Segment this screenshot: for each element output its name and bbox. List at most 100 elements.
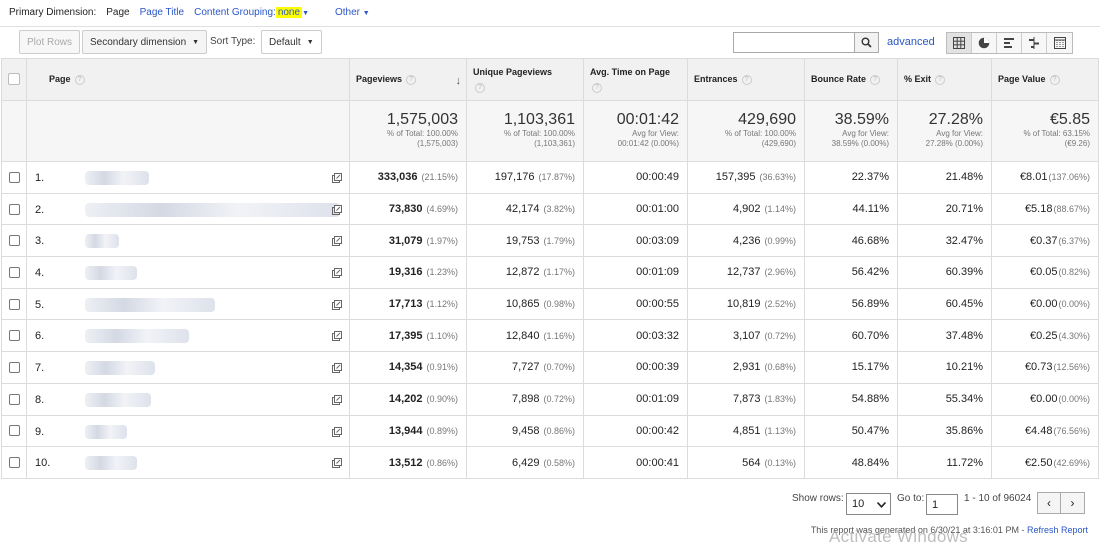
column-label: Page Value xyxy=(998,74,1046,85)
unique-pageviews-cell: 7,898 (0.72%) xyxy=(466,382,584,416)
unique-pageviews-value: 10,865 xyxy=(505,298,540,311)
column-header-avg-time[interactable]: Avg. Time on Page? xyxy=(583,58,688,101)
row-checkbox[interactable] xyxy=(8,171,20,183)
chevron-left-icon: ‹ xyxy=(1047,496,1051,510)
exit-value: 35.86% xyxy=(945,424,983,437)
search-button[interactable] xyxy=(855,32,879,53)
open-in-new-icon[interactable] xyxy=(332,299,342,310)
row-checkbox[interactable] xyxy=(8,267,20,278)
comparison-view-button[interactable] xyxy=(1022,33,1047,53)
redacted-page-path[interactable] xyxy=(85,202,340,217)
show-rows-select[interactable]: 10 xyxy=(846,493,891,515)
row-select-cell xyxy=(1,256,27,289)
exit-cell: 11.72% xyxy=(897,446,992,479)
row-select-cell xyxy=(1,446,27,479)
column-header-exit[interactable]: % Exit? xyxy=(897,58,992,101)
pivot-view-button[interactable] xyxy=(1047,33,1072,53)
row-checkbox[interactable] xyxy=(8,457,20,469)
comparison-icon xyxy=(1029,37,1039,49)
redacted-page-path[interactable] xyxy=(85,361,155,376)
table-view-button[interactable] xyxy=(947,33,972,53)
unique-pageviews-value: 12,840 xyxy=(505,329,540,342)
column-header-page[interactable]: Page? xyxy=(26,58,350,101)
row-checkbox[interactable] xyxy=(8,203,20,215)
open-in-new-icon[interactable] xyxy=(332,394,342,405)
redacted-page-path[interactable] xyxy=(85,171,149,185)
pageviews-percent: (1.12%) xyxy=(426,299,458,310)
sort-type-select[interactable]: Default ▼ xyxy=(261,30,322,54)
pivot-icon xyxy=(1053,37,1066,49)
next-page-button[interactable]: › xyxy=(1061,493,1084,513)
row-checkbox[interactable] xyxy=(8,298,20,310)
dimension-page-title[interactable]: Page Title xyxy=(139,6,185,18)
redacted-page-path[interactable] xyxy=(85,424,127,439)
page-cell: 6. xyxy=(26,319,350,353)
avg-time-cell: 00:03:32 xyxy=(583,319,688,353)
open-in-new-icon[interactable] xyxy=(332,458,342,469)
secondary-dimension-dropdown[interactable]: Secondary dimension ▼ xyxy=(82,30,208,54)
goto-input[interactable]: 1 xyxy=(926,494,958,515)
avg-time-cell: 00:01:00 xyxy=(583,192,688,226)
row-checkbox[interactable] xyxy=(8,393,20,405)
column-header-page-value[interactable]: Page Value? xyxy=(991,58,1099,101)
redacted-page-path[interactable] xyxy=(85,297,215,312)
open-in-new-icon[interactable] xyxy=(332,173,342,183)
redacted-page-path[interactable] xyxy=(85,329,189,344)
column-header-bounce-rate[interactable]: Bounce Rate? xyxy=(804,58,898,101)
bounce-rate-cell: 15.17% xyxy=(804,351,898,384)
select-all-checkbox[interactable] xyxy=(8,72,20,85)
row-checkbox[interactable] xyxy=(8,330,20,342)
page-value-percent: (137.06%) xyxy=(1048,172,1090,183)
unique-pageviews-value: 7,898 xyxy=(511,393,540,406)
dimension-other[interactable]: Other ▼ xyxy=(335,7,370,18)
dimension-page[interactable]: Page xyxy=(106,6,130,18)
column-label: Avg. Time on Page xyxy=(590,67,671,77)
column-header-pageviews[interactable]: Pageviews? ↓ xyxy=(349,58,467,101)
entrances-percent: (1.83%) xyxy=(764,394,796,405)
open-in-new-icon[interactable] xyxy=(332,331,342,342)
avg-time-value: 00:03:32 xyxy=(636,329,679,342)
avg-time-value: 00:00:42 xyxy=(636,424,679,437)
bounce-rate-cell: 54.88% xyxy=(804,382,898,416)
page-value-cell: €8.01(137.06%) xyxy=(991,161,1099,194)
bounce-rate-value: 44.11% xyxy=(852,203,890,216)
pageviews-cell: 19,316 (1.23%) xyxy=(349,256,467,289)
redacted-page-path[interactable] xyxy=(85,234,119,249)
advanced-link[interactable]: advanced xyxy=(887,36,935,48)
redacted-page-path[interactable] xyxy=(85,456,137,471)
open-in-new-icon[interactable] xyxy=(332,426,342,437)
table-row: 5. 17,713 (1.12%) 10,865 (0.98%) 00:00:55 10,8… xyxy=(1,287,1099,321)
plot-rows-button[interactable]: Plot Rows xyxy=(19,30,81,54)
row-checkbox[interactable] xyxy=(8,235,20,247)
pageviews-cell: 31,079 (1.97%) xyxy=(349,224,467,258)
pagination: ‹ › xyxy=(1037,492,1085,514)
exit-cell: 60.39% xyxy=(897,256,992,289)
unique-pageviews-percent: (1.17%) xyxy=(543,267,575,278)
content-grouping[interactable]: Content Grouping: none ▼ xyxy=(194,6,309,18)
refresh-report-link[interactable]: Refresh Report xyxy=(1026,525,1088,535)
previous-page-button[interactable]: ‹ xyxy=(1038,493,1061,513)
row-select-cell xyxy=(1,319,27,353)
row-checkbox[interactable] xyxy=(8,362,20,374)
open-in-new-icon[interactable] xyxy=(332,268,342,279)
bounce-rate-value: 50.47% xyxy=(851,424,889,437)
redacted-page-path[interactable] xyxy=(85,392,151,407)
avg-time-cell: 00:01:09 xyxy=(583,256,688,289)
avg-time-cell: 00:00:42 xyxy=(583,414,688,448)
redacted-page-path[interactable] xyxy=(85,266,137,281)
exit-cell: 20.71% xyxy=(897,192,992,226)
open-in-new-icon[interactable] xyxy=(332,236,342,247)
open-in-new-icon[interactable] xyxy=(332,363,342,374)
row-checkbox[interactable] xyxy=(8,425,20,437)
exit-value: 32.47% xyxy=(945,234,983,247)
percentage-view-button[interactable] xyxy=(972,33,997,53)
column-header-unique-pageviews[interactable]: Unique Pageviews? xyxy=(466,58,584,101)
row-number: 8. xyxy=(35,393,45,406)
exit-value: 60.45% xyxy=(945,298,983,311)
performance-view-button[interactable] xyxy=(997,33,1022,53)
open-in-new-icon[interactable] xyxy=(332,204,342,215)
avg-time-value: 00:00:55 xyxy=(636,298,679,311)
column-header-entrances[interactable]: Entrances? xyxy=(687,58,805,101)
search-input[interactable] xyxy=(733,32,855,53)
pageviews-percent: (0.91%) xyxy=(426,362,458,373)
